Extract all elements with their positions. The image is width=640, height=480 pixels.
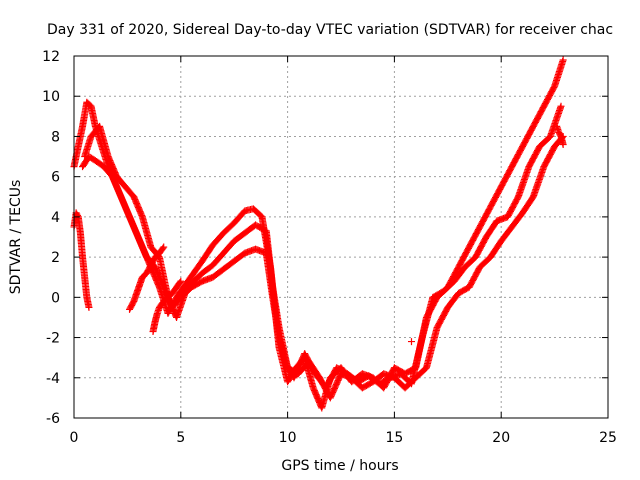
y-tick-label: -6	[46, 411, 60, 427]
series-trace-f	[149, 277, 185, 336]
x-tick-label: 20	[492, 430, 510, 446]
y-tick-label: 0	[51, 290, 60, 306]
series-trace-e	[126, 243, 168, 313]
axis-ticks: 0 5 10 15 20 25 -6 -4 -2 0 2 4 6 8 10 12	[42, 49, 617, 446]
y-tick-label: 4	[51, 210, 60, 226]
grid	[74, 56, 608, 418]
data-point	[559, 140, 567, 148]
y-tick-label: 12	[42, 49, 60, 65]
series-trace-b	[81, 102, 565, 392]
data-point	[407, 338, 415, 346]
y-tick-label: -2	[46, 331, 60, 347]
y-tick-label: 2	[51, 250, 60, 266]
y-tick-label: 10	[42, 89, 60, 105]
data-point	[85, 303, 93, 311]
x-tick-label: 0	[70, 430, 79, 446]
y-tick-label: 8	[51, 129, 60, 145]
data-points	[70, 56, 567, 412]
series-trace-c	[79, 132, 567, 402]
x-tick-label: 25	[599, 430, 617, 446]
series-trace-h	[553, 122, 567, 148]
data-point	[559, 56, 567, 64]
plot-frame	[73, 55, 609, 419]
chart-title: Day 331 of 2020, Sidereal Day-to-day VTE…	[47, 22, 613, 38]
data-point	[160, 243, 168, 251]
data-point	[177, 277, 185, 285]
interpolated-point	[176, 278, 184, 286]
y-tick-label: -4	[46, 371, 60, 387]
series-trace-g	[407, 338, 415, 346]
data-point	[557, 102, 565, 110]
x-tick-label: 15	[385, 430, 403, 446]
interpolated-point	[159, 244, 167, 252]
x-tick-label: 10	[279, 430, 297, 446]
y-axis-label: SDTVAR / TECUs	[8, 180, 24, 295]
x-axis-label: GPS time / hours	[281, 458, 398, 474]
y-tick-label: 6	[51, 170, 60, 186]
x-tick-label: 5	[176, 430, 185, 446]
